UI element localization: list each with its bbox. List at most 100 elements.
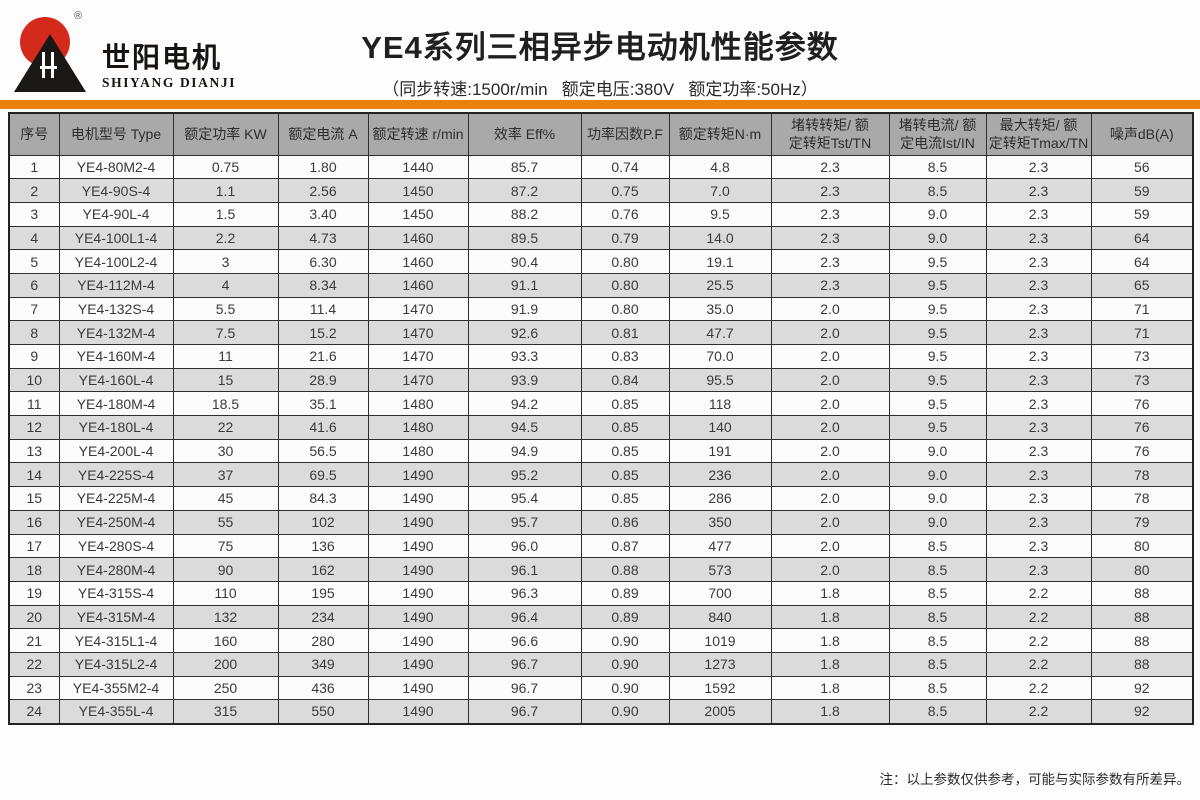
table-cell: 5.5 bbox=[172, 296, 279, 322]
table-cell: 436 bbox=[277, 675, 369, 701]
table-cell: 0.80 bbox=[580, 249, 670, 274]
table-cell: 91.1 bbox=[467, 272, 582, 298]
table-cell: 19 bbox=[8, 580, 60, 606]
table-cell: 91.9 bbox=[467, 296, 582, 322]
table-cell: 2.3 bbox=[985, 367, 1092, 393]
table-cell: YE4-160L-4 bbox=[58, 367, 174, 393]
table-cell: 90.4 bbox=[467, 249, 582, 274]
table-cell: 1460 bbox=[367, 272, 469, 298]
table-cell: YE4-112M-4 bbox=[58, 272, 174, 298]
table-row: 23 YE4-355M2-4 250 436 1490 96.7 0.90 1592 1.8 8.… bbox=[8, 675, 1194, 701]
footnote: 注：以上参数仅供参考，可能与实际参数有所差异。 bbox=[879, 772, 1191, 787]
page-title: YE4系列三相异步电动机性能参数 bbox=[361, 30, 839, 65]
column-header-power-factor: 功率因数P.F bbox=[580, 112, 670, 156]
table-cell: 88 bbox=[1090, 628, 1194, 653]
table-cell: 80 bbox=[1090, 533, 1194, 559]
table-cell: 2.3 bbox=[985, 344, 1092, 369]
column-header-rated-power: 额定功率 KW bbox=[172, 112, 279, 156]
table-cell: 76 bbox=[1090, 438, 1194, 464]
table-cell: 11.4 bbox=[277, 296, 369, 322]
table-cell: 64 bbox=[1090, 225, 1194, 251]
table-cell: 8.5 bbox=[888, 699, 987, 724]
table-cell: 23 bbox=[8, 675, 60, 701]
table-cell: 88 bbox=[1090, 580, 1194, 606]
table-cell: 96.7 bbox=[467, 699, 582, 724]
table-cell: 2.3 bbox=[770, 154, 890, 180]
table-cell: 11 bbox=[172, 344, 279, 369]
table-cell: YE4-315S-4 bbox=[58, 580, 174, 606]
table-cell: 2 bbox=[8, 178, 60, 203]
table-cell: 8.5 bbox=[888, 557, 987, 582]
table-cell: 9.5 bbox=[888, 367, 987, 393]
table-cell: 8.34 bbox=[277, 272, 369, 298]
table-cell: 350 bbox=[668, 509, 772, 535]
table-cell: 0.90 bbox=[580, 675, 670, 701]
column-header-max-torque-ratio: 最大转矩/ 额 定转矩Tmax/TN bbox=[985, 112, 1092, 156]
table-cell: 573 bbox=[668, 557, 772, 582]
table-cell: 88 bbox=[1090, 604, 1194, 630]
table-cell: 1592 bbox=[668, 675, 772, 701]
table-cell: 1.8 bbox=[770, 580, 890, 606]
table-cell: 92 bbox=[1090, 675, 1194, 701]
table-cell: 71 bbox=[1090, 320, 1194, 345]
table-cell: 0.87 bbox=[580, 533, 670, 559]
table-cell: 85.7 bbox=[467, 154, 582, 180]
table-cell: 1490 bbox=[367, 580, 469, 606]
table-cell: 550 bbox=[277, 699, 369, 724]
table-cell: 0.90 bbox=[580, 628, 670, 653]
table-cell: 1.1 bbox=[172, 178, 279, 203]
table-cell: 88.2 bbox=[467, 201, 582, 227]
page-subtitle: （同步转速:1500r/min 额定电压:380V 额定功率:50Hz） bbox=[382, 80, 818, 99]
table-cell: 4.73 bbox=[277, 225, 369, 251]
table-cell: YE4-90L-4 bbox=[58, 201, 174, 227]
table-cell: 96.1 bbox=[467, 557, 582, 582]
table-cell: 9.0 bbox=[888, 462, 987, 488]
table-cell: 2.2 bbox=[985, 651, 1092, 677]
table-cell: YE4-315M-4 bbox=[58, 604, 174, 630]
table-cell: 1490 bbox=[367, 533, 469, 559]
table-cell: 2.2 bbox=[172, 225, 279, 251]
table-cell: 2.3 bbox=[985, 486, 1092, 511]
table-cell: 2.2 bbox=[985, 580, 1092, 606]
table-cell: 1 bbox=[8, 154, 60, 180]
table-cell: 0.83 bbox=[580, 344, 670, 369]
table-cell: 8.5 bbox=[888, 604, 987, 630]
table-cell: 2.2 bbox=[985, 604, 1092, 630]
table-cell: 2.3 bbox=[985, 225, 1092, 251]
mountain-mark-icon bbox=[40, 66, 57, 69]
table-row: 12 YE4-180L-4 22 41.6 1480 94.5 0.85 140 2.0 9.5 2… bbox=[8, 415, 1194, 440]
table-cell: 0.80 bbox=[580, 296, 670, 322]
table-cell: 4.8 bbox=[668, 154, 772, 180]
table-row: 10 YE4-160L-4 15 28.9 1470 93.9 0.84 95.5 2.0 9.5… bbox=[8, 367, 1194, 393]
table-cell: 41.6 bbox=[277, 415, 369, 440]
table-cell: 69.5 bbox=[277, 462, 369, 488]
table-cell: 78 bbox=[1090, 486, 1194, 511]
table-cell: 9.0 bbox=[888, 438, 987, 464]
table-cell: 14.0 bbox=[668, 225, 772, 251]
table-cell: YE4-160M-4 bbox=[58, 344, 174, 369]
table-cell: 0.85 bbox=[580, 486, 670, 511]
table-cell: 19.1 bbox=[668, 249, 772, 274]
table-cell: 1490 bbox=[367, 651, 469, 677]
table-row: 7 YE4-132S-4 5.5 11.4 1470 91.9 0.80 35.0 2.0 9.5… bbox=[8, 296, 1194, 322]
table-cell: 87.2 bbox=[467, 178, 582, 203]
table-cell: 5 bbox=[8, 249, 60, 274]
table-cell: 9.5 bbox=[888, 249, 987, 274]
table-cell: 2.0 bbox=[770, 367, 890, 393]
table-cell: YE4-180L-4 bbox=[58, 415, 174, 440]
table-row: 13 YE4-200L-4 30 56.5 1480 94.9 0.85 191 2.0 9.0 2… bbox=[8, 438, 1194, 464]
table-cell: 24 bbox=[8, 699, 60, 724]
table-cell: 1480 bbox=[367, 415, 469, 440]
table-cell: 95.7 bbox=[467, 509, 582, 535]
title-block: YE4系列三相异步电动机性能参数 （同步转速:1500r/min 额定电压:38… bbox=[0, 22, 1200, 100]
table-cell: YE4-315L2-4 bbox=[58, 651, 174, 677]
table-row: 1 YE4-80M2-4 0.75 1.80 1440 85.7 0.74 4.8 2.3 8.5… bbox=[8, 154, 1194, 180]
table-cell: 8.5 bbox=[888, 580, 987, 606]
table-row: 14 YE4-225S-4 37 69.5 1490 95.2 0.85 236 2.0 9.0 2… bbox=[8, 462, 1194, 488]
table-cell: 80 bbox=[1090, 557, 1194, 582]
table-cell: 2.0 bbox=[770, 438, 890, 464]
table-cell: 234 bbox=[277, 604, 369, 630]
table-cell: 1490 bbox=[367, 509, 469, 535]
table-cell: 92.6 bbox=[467, 320, 582, 345]
column-header-locked-rotor-torque-ratio: 堵转转矩/ 额 定转矩Tst/TN bbox=[770, 112, 890, 156]
